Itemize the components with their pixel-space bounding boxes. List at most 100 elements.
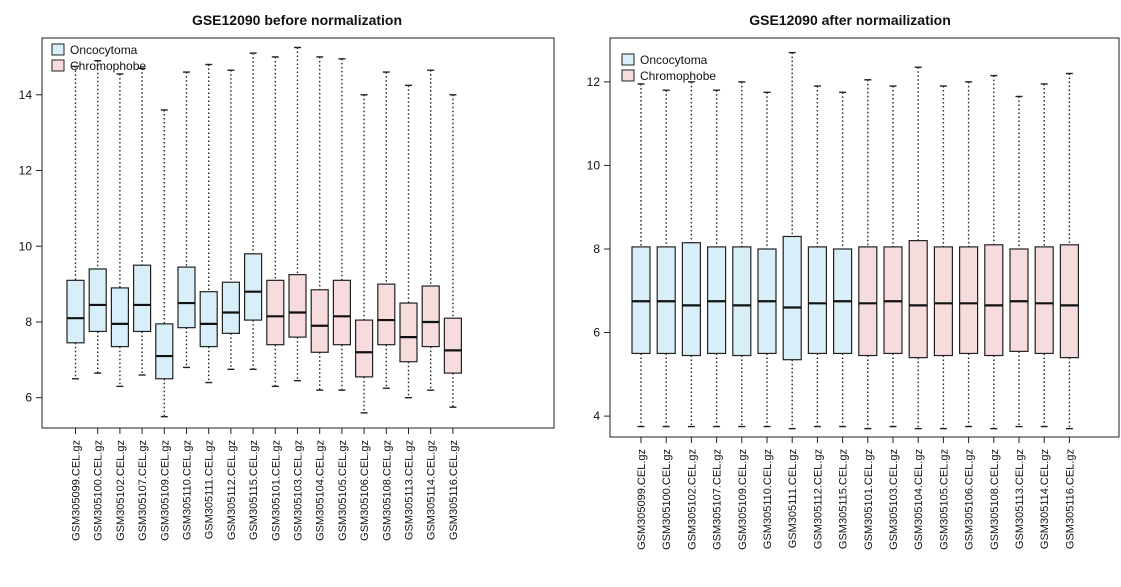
box-3 bbox=[110, 73, 130, 388]
x-tick-label: GSM305116.CEL.gz bbox=[1064, 449, 1076, 549]
x-tick-label: GSM305102.CEL.gz bbox=[686, 449, 698, 550]
x-tick-label: GSM305115.CEL.gz bbox=[248, 440, 260, 540]
box-body bbox=[858, 246, 878, 357]
box-11 bbox=[883, 85, 903, 428]
x-tick-label: GSM305111.CEL.gz bbox=[204, 440, 216, 539]
x-tick-label: GSM305108.CEL.gz bbox=[989, 449, 1001, 550]
legend-label: Oncocytoma bbox=[640, 53, 708, 67]
x-tick-label: GSM305112.CEL.gz bbox=[226, 440, 238, 540]
legend-swatch bbox=[621, 53, 635, 66]
legend-swatch bbox=[51, 59, 65, 72]
box-body bbox=[1034, 246, 1054, 355]
y-tick-label: 8 bbox=[593, 242, 600, 256]
box-18 bbox=[1059, 72, 1080, 430]
box-15 bbox=[984, 74, 1004, 430]
x-tick-label: GSM305112.CEL.gz bbox=[812, 449, 824, 549]
x-tick-label: GSM305113.CEL.gz bbox=[1014, 449, 1026, 549]
y-tick-label: 6 bbox=[25, 391, 32, 405]
box-body bbox=[177, 266, 196, 329]
x-tick-label: GSM305105.CEL.gz bbox=[337, 440, 349, 541]
box-7 bbox=[199, 63, 218, 384]
y-tick-label: 4 bbox=[593, 409, 600, 423]
box-body bbox=[377, 283, 396, 346]
x-tick-label: GSM305113.CEL.gz bbox=[404, 440, 416, 540]
box-body bbox=[807, 246, 828, 355]
y-tick-label: 14 bbox=[19, 88, 33, 102]
x-tick-label: GSM305108.CEL.gz bbox=[381, 440, 393, 541]
x-tick-label: GSM305115.CEL.gz bbox=[838, 449, 850, 549]
box-5 bbox=[732, 81, 752, 428]
box-10 bbox=[858, 79, 878, 430]
x-tick-label: GSM305103.CEL.gz bbox=[293, 440, 305, 541]
box-1 bbox=[631, 83, 651, 428]
box-3 bbox=[681, 81, 702, 428]
y-tick-label: 10 bbox=[19, 239, 33, 253]
box-body bbox=[984, 244, 1004, 357]
box-11 bbox=[288, 46, 307, 382]
box-2 bbox=[656, 89, 676, 428]
box-body bbox=[244, 253, 263, 321]
box-body bbox=[288, 274, 307, 338]
box-16 bbox=[1009, 95, 1029, 428]
x-tick-label: GSM305101.CEL.gz bbox=[270, 440, 282, 541]
box-12 bbox=[908, 66, 928, 430]
box-body bbox=[88, 268, 107, 333]
box-17 bbox=[421, 69, 440, 391]
box-body bbox=[908, 240, 928, 359]
x-tick-label: GSM305100.CEL.gz bbox=[93, 440, 105, 541]
x-tick-label: GSM305099.CEL.gz bbox=[636, 449, 648, 550]
box-8 bbox=[221, 69, 240, 371]
box-body bbox=[155, 323, 174, 380]
box-16 bbox=[399, 84, 418, 399]
box-body bbox=[133, 264, 152, 333]
box-body bbox=[732, 246, 752, 357]
x-tick-label: GSM305110.CEL.gz bbox=[762, 449, 774, 549]
box-2 bbox=[88, 60, 107, 374]
box-body bbox=[66, 279, 85, 344]
x-tick-label: GSM305114.CEL.gz bbox=[1039, 449, 1051, 549]
box-14 bbox=[958, 81, 979, 428]
box-14 bbox=[355, 94, 374, 414]
legend-label: Oncocytoma bbox=[70, 43, 138, 57]
box-body bbox=[310, 289, 329, 353]
x-tick-label: GSM305106.CEL.gz bbox=[964, 449, 976, 550]
box-18 bbox=[443, 94, 462, 408]
legend-swatch bbox=[51, 43, 65, 56]
x-tick-label: GSM305102.CEL.gz bbox=[115, 440, 127, 541]
box-body bbox=[421, 285, 440, 348]
box-7 bbox=[782, 51, 802, 430]
box-13 bbox=[933, 85, 954, 430]
box-body bbox=[782, 235, 802, 361]
legend-swatch bbox=[621, 69, 635, 82]
y-tick-label: 8 bbox=[25, 315, 32, 329]
x-tick-label: GSM305107.CEL.gz bbox=[137, 440, 149, 541]
box-body bbox=[110, 287, 130, 348]
box-8 bbox=[807, 85, 828, 428]
x-tick-label: GSM305109.CEL.gz bbox=[737, 449, 749, 550]
box-4 bbox=[706, 89, 727, 428]
chart-after-normalization: GSE12090 after normailization 4 6 8 10 12 GSM… bbox=[587, 12, 1120, 550]
x-tick-label: GSM305104.CEL.gz bbox=[315, 440, 327, 541]
x-tick-label: GSM305104.CEL.gz bbox=[913, 449, 925, 550]
y-tick-label: 10 bbox=[587, 158, 601, 172]
chart-title: GSE12090 before normalization bbox=[192, 12, 402, 28]
x-tick-label: GSM305101.CEL.gz bbox=[863, 449, 875, 550]
x-tick-label: GSM305109.CEL.gz bbox=[159, 440, 171, 541]
legend-label: Chromophobe bbox=[640, 69, 716, 83]
x-tick-label: GSM305106.CEL.gz bbox=[359, 440, 371, 541]
plot-frame bbox=[609, 37, 1120, 438]
x-tick-label: GSM305099.CEL.gz bbox=[71, 440, 83, 541]
x-tick-label: GSM305111.CEL.gz bbox=[787, 449, 799, 548]
x-tick-label: GSM305103.CEL.gz bbox=[888, 449, 900, 550]
x-tick-label: GSM305107.CEL.gz bbox=[712, 449, 724, 550]
y-tick-label: 6 bbox=[593, 326, 600, 340]
box-body bbox=[443, 317, 462, 374]
box-body bbox=[199, 291, 218, 348]
chart-title: GSE12090 after normailization bbox=[749, 12, 951, 28]
y-tick-label: 12 bbox=[19, 164, 33, 178]
x-tick-label: GSM305100.CEL.gz bbox=[661, 449, 673, 550]
x-tick-label: GSM305116.CEL.gz bbox=[448, 440, 460, 540]
box-13 bbox=[332, 58, 351, 391]
box-9 bbox=[244, 52, 263, 371]
